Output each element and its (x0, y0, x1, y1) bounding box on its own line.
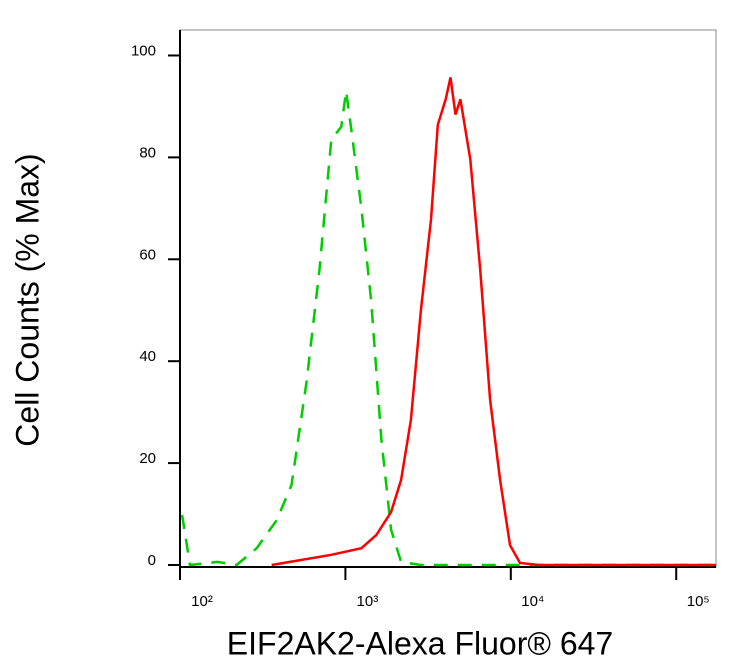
y-tick-label: 20 (139, 450, 156, 467)
x-tick-label: 10⁵ (687, 593, 710, 610)
y-tick-label: 40 (139, 348, 156, 365)
x-tick-label: 10⁴ (521, 593, 544, 610)
y-tick-label: 100 (131, 42, 156, 59)
histogram-line (180, 90, 716, 567)
histogram-line (271, 77, 716, 567)
y-tick-label: 80 (139, 144, 156, 161)
y-tick-label: 0 (148, 552, 156, 569)
x-tick-label: 10³ (357, 593, 379, 610)
y-tick-label: 60 (139, 246, 156, 263)
x-axis-label: EIF2AK2-Alexa Fluor® 647 (227, 625, 613, 661)
y-axis-label: Cell Counts (% Max) (9, 153, 45, 446)
x-tick-label: 10² (191, 593, 213, 610)
plot-frame (179, 29, 717, 568)
